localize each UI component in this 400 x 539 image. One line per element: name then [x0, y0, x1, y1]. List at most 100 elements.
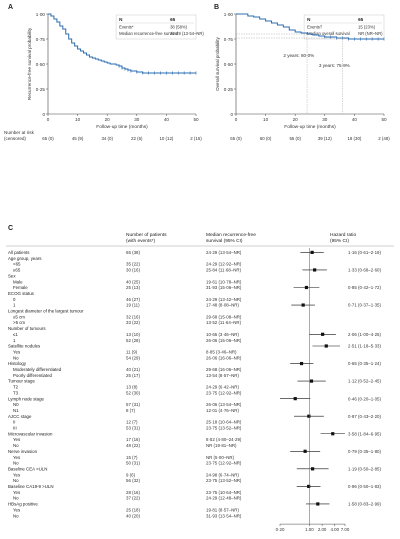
forest-row-n: 13 (8)	[126, 385, 138, 390]
annotation-2yr: 2 years: 80·0%	[283, 53, 314, 58]
forest-row-hr: 3·58 (1·84–6·95)	[348, 431, 381, 436]
forest-row-label: Yes	[13, 437, 21, 442]
forest-point	[311, 467, 315, 471]
forest-point	[310, 250, 314, 254]
forest-row-label: Age group, years	[8, 256, 42, 261]
x-tick-label: 40	[164, 117, 170, 122]
at-risk-value: 60 (0)	[260, 136, 272, 141]
forest-row-median: 23·75 (13·52–NR)	[206, 426, 242, 431]
forest-row-hr: 0·85 (0·42–1·72)	[348, 285, 381, 290]
forest-row-median: 24·29 (13·42–NR)	[206, 297, 242, 302]
forest-row-label: N0	[13, 402, 19, 407]
col-header-median-sub: survival (95% CI)	[206, 238, 243, 244]
forest-row-median: 8·52 (4·80–24·29)	[206, 437, 242, 442]
col-header-hr-sub: (95% CI)	[330, 238, 349, 244]
forest-row-n: 12 (7)	[126, 420, 138, 425]
forest-row-n: 30 (16)	[126, 268, 140, 273]
forest-row-label: ≥65	[13, 268, 21, 273]
forest-row-label: No	[13, 513, 19, 518]
forest-row-median: 31·93 (13·54–NR)	[206, 513, 242, 518]
forest-point	[321, 332, 325, 336]
forest-row-label: >5 cm	[13, 320, 25, 325]
annotation-3yr: 3 years: 75·9%	[319, 63, 350, 68]
forest-row-median: 24·29 (12·92–NR)	[206, 262, 242, 267]
forest-row-n: 40 (21)	[126, 367, 140, 372]
forest-point	[309, 379, 314, 383]
at-risk-value: 34 (0)	[101, 136, 113, 141]
forest-row-label: 1	[13, 338, 16, 343]
y-tick-label: 0	[42, 112, 45, 117]
at-risk-value: 2 (15)	[190, 136, 202, 141]
forest-row-n: 56 (32)	[126, 478, 140, 483]
forest-row-label: Tumour stage	[8, 379, 35, 384]
forest-row-label: 1	[13, 303, 16, 308]
forest-row-median: 25·84 (11·68–NR)	[206, 268, 242, 273]
forest-row-median: 23·75 (12·92–NR)	[206, 461, 242, 466]
legend-row-value: 38 (58%)	[170, 25, 188, 30]
forest-row-n: 65 (38)	[126, 250, 140, 255]
forest-row-median: NR (19·81–NR)	[206, 443, 237, 448]
forest-row-n: 37 (22)	[126, 496, 140, 501]
forest-row-n: 8 (7)	[126, 408, 136, 413]
forest-row-n: 11 (9)	[126, 349, 138, 354]
col-header-hr: Hazard ratio	[330, 232, 356, 238]
at-risk-value: 55 (0)	[289, 136, 301, 141]
forest-row-hr: 0·71 (0·37–1·35)	[348, 303, 381, 308]
forest-row-label: No	[13, 496, 19, 501]
y-axis-label: Overall survival probability	[215, 36, 220, 90]
forest-row-hr: 0·96 (0·50–1·83)	[348, 484, 381, 489]
forest-x-tick-label: 1.00	[305, 527, 314, 532]
forest-row-n: 35 (22)	[126, 262, 140, 267]
forest-row-label: Yes	[13, 507, 21, 512]
forest-row-median: 10·66 (3·46–NR)	[206, 332, 239, 337]
forest-row-label: Satellite nodules	[8, 344, 41, 349]
x-tick-label: 40	[352, 117, 358, 122]
x-tick-label: 20	[293, 117, 299, 122]
forest-point	[307, 414, 311, 418]
at-risk-value: 10 (12)	[159, 136, 173, 141]
x-tick-label: 30	[322, 117, 328, 122]
forest-row-label: AJCC stage	[8, 414, 32, 419]
forest-row-label: ≤1	[13, 332, 18, 337]
y-tick-label: 0·25	[224, 87, 234, 92]
forest-row-hr: 1·12 (0·52–2·45)	[348, 379, 381, 384]
forest-row-n: 25 (18)	[126, 507, 140, 512]
forest-row-label: Yes	[13, 349, 21, 354]
forest-row-median: 12·01 (4·76–NR)	[206, 408, 239, 413]
forest-row-median: 26·06 (16·06–NR)	[206, 355, 242, 360]
forest-row-median: 29·68 (16·06–NR)	[206, 367, 242, 372]
x-tick-label: 0	[47, 117, 50, 122]
forest-point	[307, 484, 311, 488]
at-risk-value: 39 (12)	[318, 136, 332, 141]
at-risk-value: 45 (9)	[72, 136, 84, 141]
x-axis-label: Follow-up time (months)	[96, 124, 148, 130]
forest-row-median: 19·81 (8·57–NR)	[206, 507, 239, 512]
forest-row-label: <65	[13, 262, 21, 267]
forest-row-label: HBsAg positive	[8, 502, 38, 507]
forest-row-n: 15 (7)	[126, 455, 138, 460]
forest-row-median: 24·29 (6·42–NR)	[206, 385, 239, 390]
legend-row-label: Events†	[307, 25, 323, 30]
panel-letter-c: C	[8, 225, 14, 232]
forest-plot: Number of patients(with events*) Median r…	[6, 232, 394, 532]
at-risk-value: 22 (6)	[131, 136, 143, 141]
x-tick-label: 0	[235, 117, 238, 122]
forest-row-n: 28 (16)	[126, 490, 140, 495]
forest-row-label: All patients	[8, 250, 30, 255]
legend-header-label: N	[307, 17, 311, 22]
forest-row-label: Male	[13, 279, 23, 284]
forest-row-n: 50 (31)	[126, 461, 140, 466]
forest-point	[304, 285, 309, 290]
forest-row-hr: 0·65 (0·35–1·24)	[348, 361, 381, 366]
censored-label: (censored)	[4, 136, 26, 141]
forest-row-median: 31·93 (15·06–NR)	[206, 285, 242, 290]
forest-row-n: 9 (6)	[126, 472, 136, 477]
y-tick-label: 1·00	[224, 12, 234, 17]
forest-row-n: 48 (22)	[126, 443, 140, 448]
forest-row-hr: 1·33 (0·68–2·60)	[348, 268, 381, 273]
legend-box	[115, 14, 197, 40]
forest-row-median: 23·75 (10·64–NR)	[206, 490, 242, 495]
forest-point	[303, 449, 307, 453]
forest-row-median: 26·06 (13·54–NR)	[206, 402, 242, 407]
forest-row-median: 25·18 (10·64–NR)	[206, 420, 242, 425]
